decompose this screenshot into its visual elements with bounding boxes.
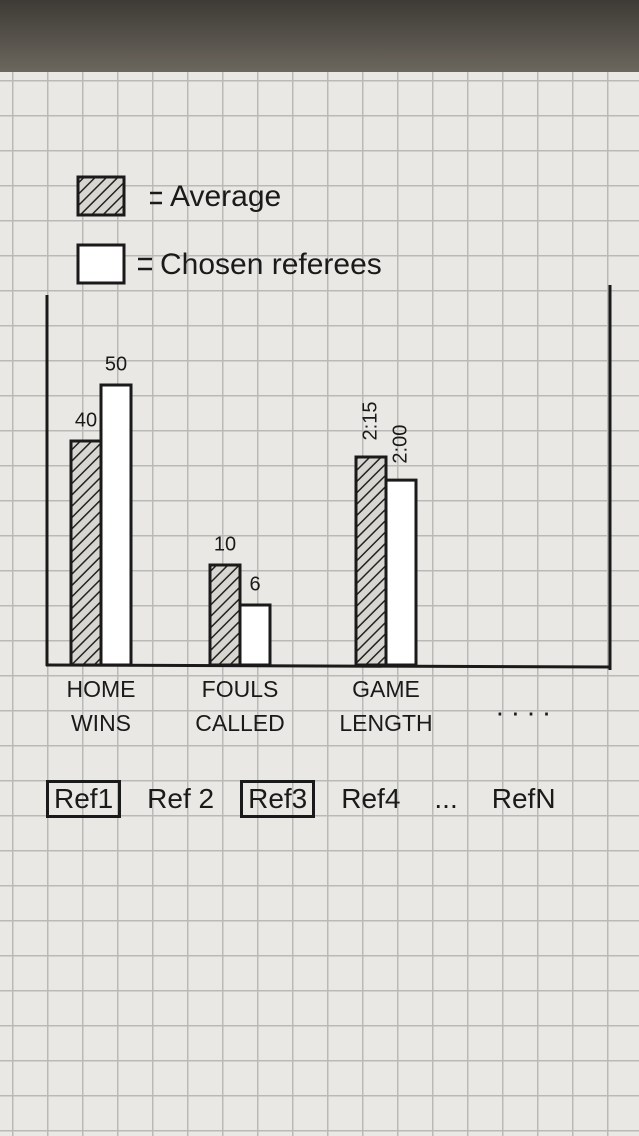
bar <box>238 603 272 667</box>
value-label: 2:00 <box>389 425 411 464</box>
bar <box>208 563 242 667</box>
bar <box>99 383 133 667</box>
legend-label: Average <box>170 180 281 213</box>
bar <box>384 478 418 667</box>
referee-option[interactable]: Ref4 <box>341 783 401 814</box>
value-label: 50 <box>105 353 127 375</box>
referee-selector: Ref1 Ref 2 Ref3 Ref4... RefN <box>46 780 564 818</box>
value-label: 2:15 <box>359 402 381 441</box>
legend-swatch <box>76 243 126 285</box>
paper-edge <box>0 0 639 72</box>
referee-option[interactable]: Ref3 <box>240 780 316 818</box>
value-label: 10 <box>214 533 236 555</box>
referee-option[interactable]: ... <box>434 783 458 814</box>
bar <box>354 455 388 667</box>
x-tick-label: FOULS CALLED <box>195 676 285 736</box>
referee-option[interactable]: Ref1 <box>46 780 122 818</box>
baseline <box>45 663 612 669</box>
value-label: 6 <box>249 573 260 595</box>
x-tick-label: HOME WINS <box>66 676 136 736</box>
bar <box>69 439 103 667</box>
value-label: 40 <box>75 409 97 431</box>
referee-option[interactable]: Ref 2 <box>147 783 215 814</box>
referee-option[interactable]: RefN <box>491 783 556 814</box>
more-indicator: . . . . <box>496 690 550 721</box>
legend-swatch <box>76 175 126 217</box>
legend-label: Chosen referees <box>160 248 382 281</box>
x-tick-label: GAME LENGTH <box>339 676 433 736</box>
